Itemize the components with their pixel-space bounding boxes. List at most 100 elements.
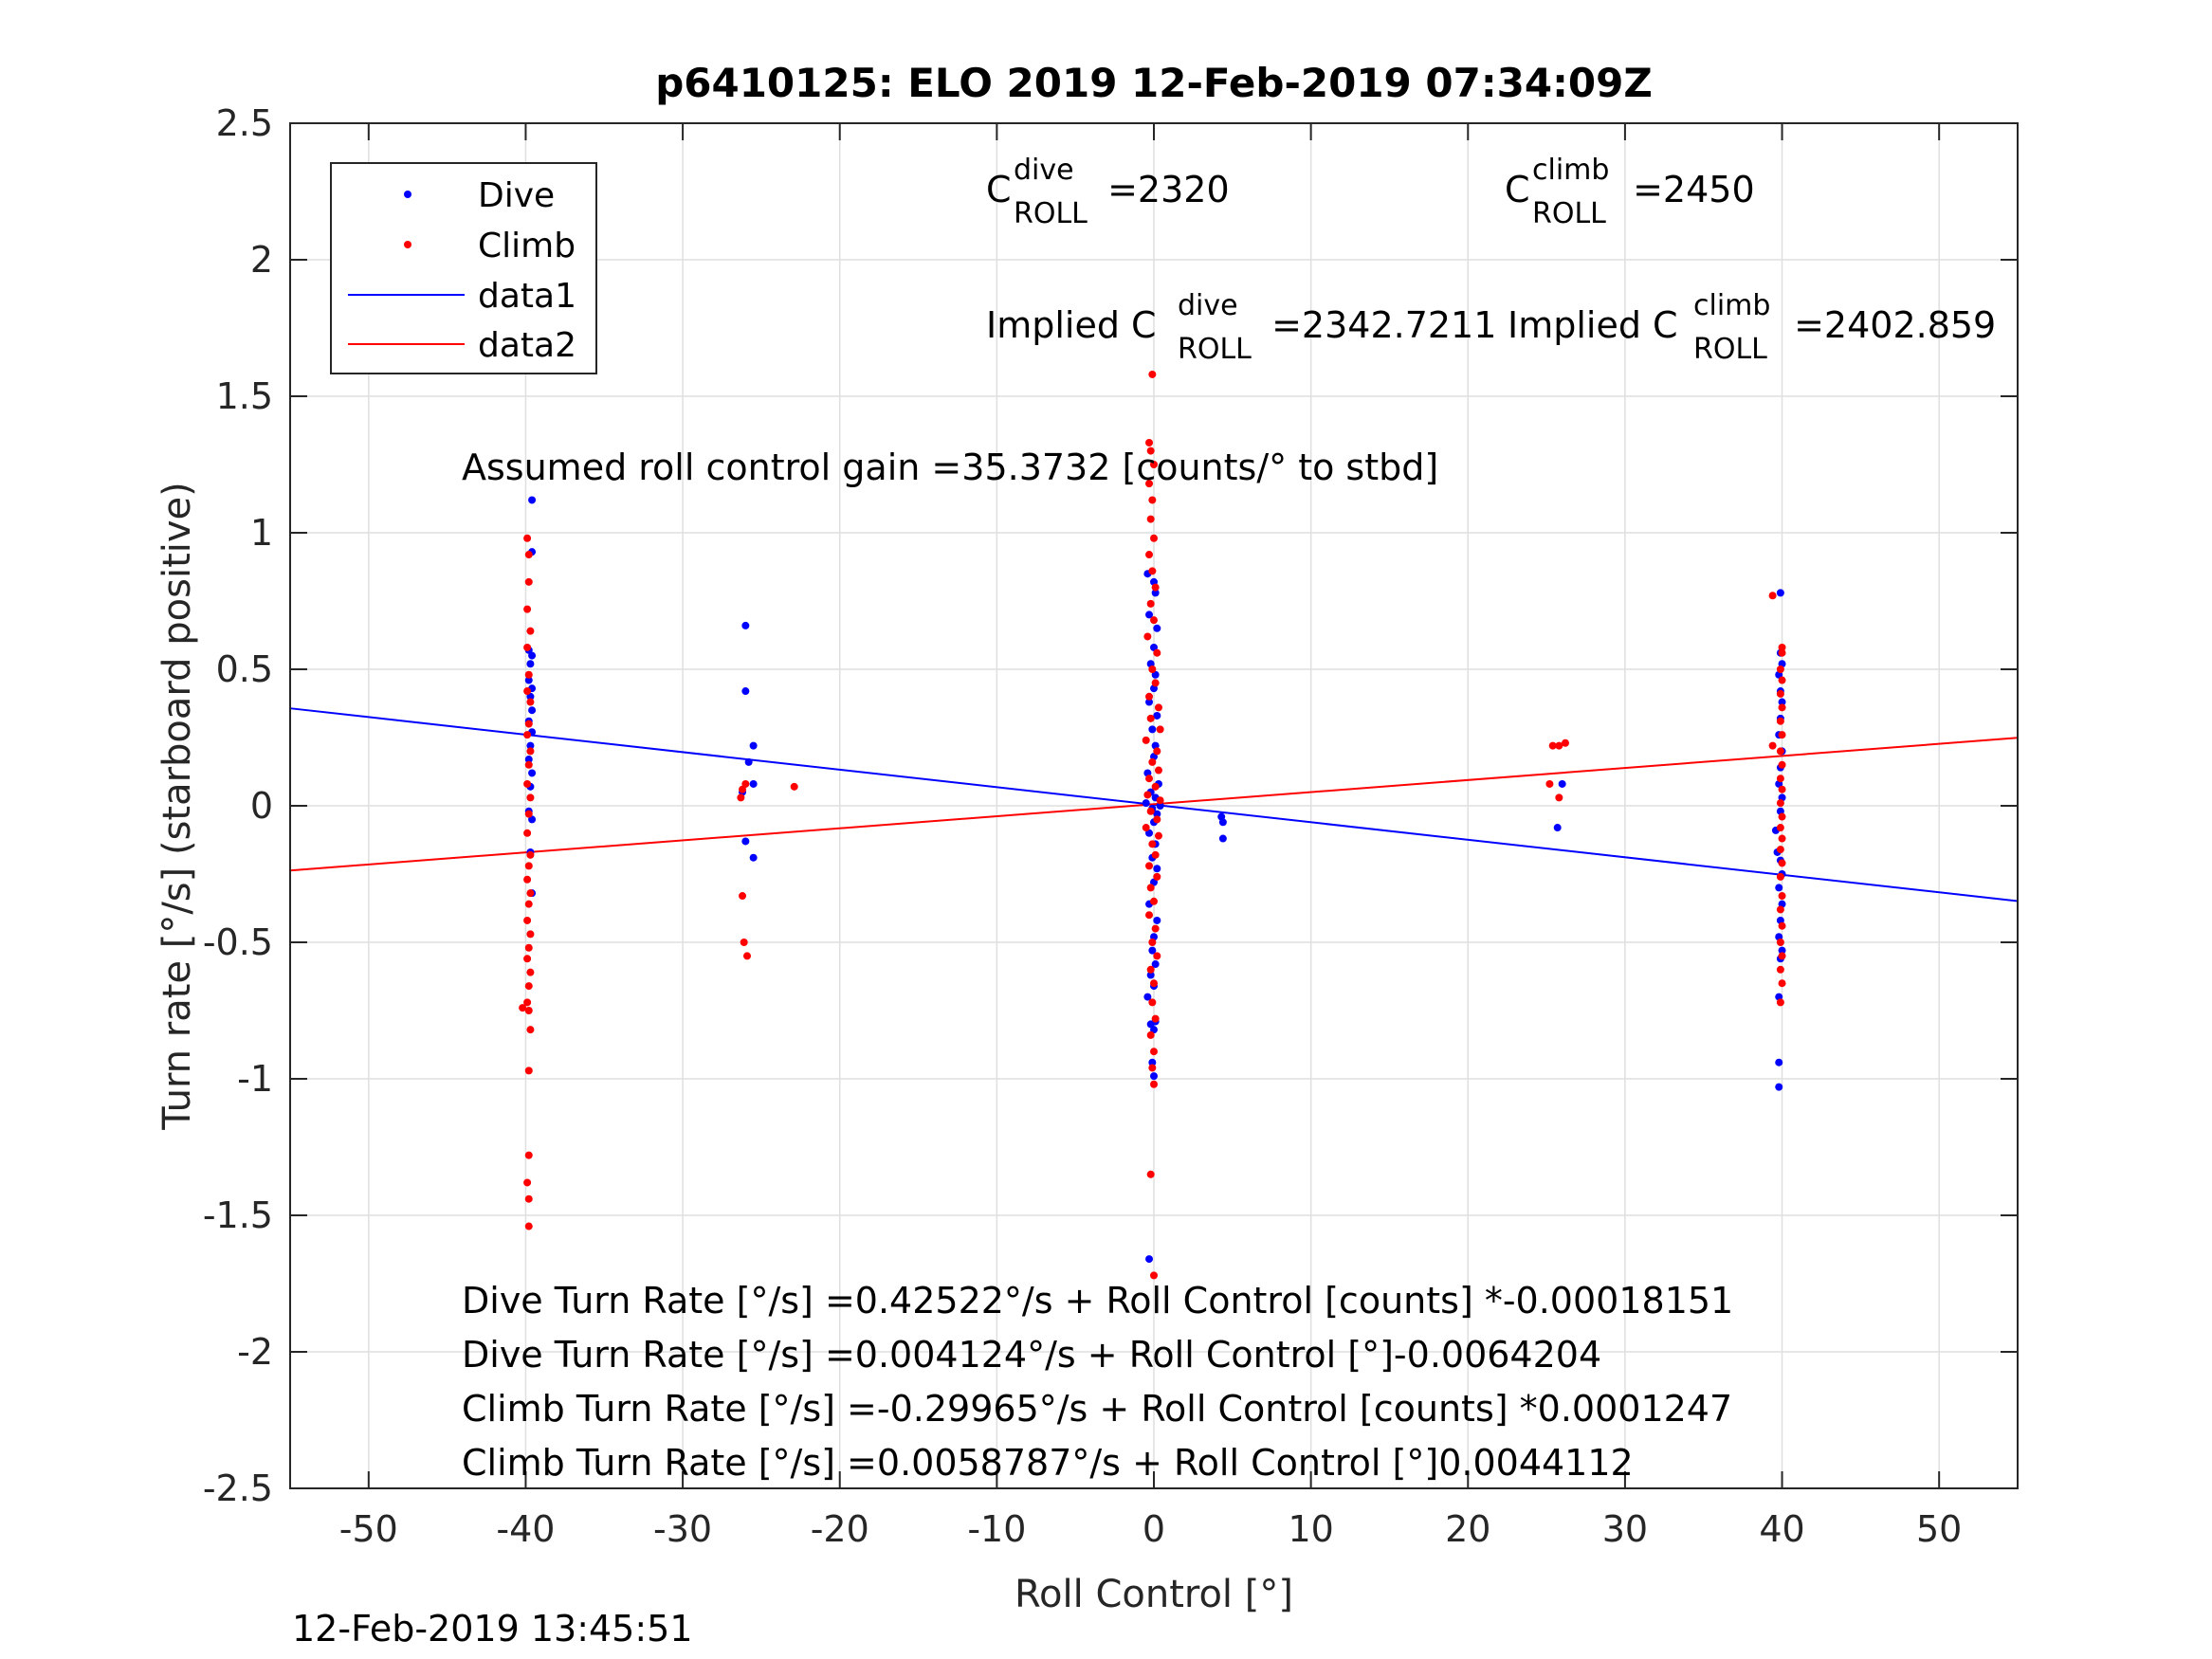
climb-point bbox=[1555, 793, 1563, 802]
dive-point bbox=[1153, 810, 1161, 818]
x-tick-label: 40 bbox=[1759, 1508, 1804, 1550]
c-climb-value: =2450 bbox=[1621, 169, 1755, 210]
dive-point bbox=[1778, 698, 1786, 706]
annotation-implied-climb: Implied C climb ROLL =2402.859 bbox=[1508, 289, 1996, 366]
dive-point bbox=[1145, 611, 1154, 619]
climb-point bbox=[1778, 643, 1786, 651]
roll-gain-annotation: Assumed roll control gain =35.3732 [coun… bbox=[462, 447, 1438, 488]
legend-dive-label: Dive bbox=[478, 176, 555, 215]
x-tick-label: 20 bbox=[1445, 1508, 1490, 1550]
climb-point bbox=[1153, 747, 1161, 756]
dive-point bbox=[1775, 1083, 1783, 1091]
implied-climb-sub: ROLL bbox=[1693, 333, 1767, 366]
x-tick-label: -50 bbox=[339, 1508, 398, 1550]
c-dive-sup: dive bbox=[1014, 154, 1074, 187]
climb-point bbox=[1150, 979, 1158, 988]
climb-point bbox=[1778, 834, 1786, 843]
climb-point bbox=[523, 829, 532, 837]
climb-point bbox=[526, 698, 535, 706]
dive-point bbox=[1148, 946, 1157, 955]
climb-point bbox=[524, 760, 533, 769]
climb-point bbox=[1778, 952, 1786, 960]
climb-point bbox=[737, 793, 745, 802]
dive-point bbox=[524, 676, 533, 684]
climb-point bbox=[524, 1194, 533, 1203]
climb-point bbox=[1776, 717, 1784, 725]
climb-point bbox=[1776, 747, 1784, 756]
y-axis-label: Turn rate [°/s] (starboard positive) bbox=[155, 482, 199, 1131]
c-climb-sup: climb bbox=[1532, 154, 1609, 187]
legend-box bbox=[330, 162, 597, 374]
climb-point bbox=[524, 720, 533, 728]
y-tick-label: -1.5 bbox=[203, 1194, 273, 1236]
climb-point bbox=[523, 605, 532, 613]
climb-point bbox=[1555, 741, 1563, 750]
climb-point bbox=[1148, 567, 1157, 575]
dive-point bbox=[524, 756, 533, 764]
climb-point bbox=[524, 810, 533, 818]
climb-point bbox=[1148, 939, 1157, 946]
climb-point bbox=[524, 943, 533, 952]
climb-point bbox=[526, 627, 535, 635]
climb-point bbox=[526, 889, 535, 898]
climb-point bbox=[1148, 1064, 1157, 1072]
climb-point bbox=[1545, 779, 1554, 788]
climb-point bbox=[1778, 731, 1786, 739]
y-tick-label: 0.5 bbox=[216, 648, 273, 690]
x-tick-label: -30 bbox=[653, 1508, 712, 1550]
dive-point bbox=[1145, 698, 1154, 706]
climb-point bbox=[1776, 665, 1784, 673]
climb-point bbox=[1548, 741, 1557, 750]
climb-point bbox=[1142, 824, 1150, 832]
climb-point bbox=[1148, 496, 1157, 504]
dive-point bbox=[1558, 779, 1566, 788]
c-climb-prefix: C bbox=[1505, 169, 1530, 210]
climb-point bbox=[1143, 791, 1152, 799]
dive-point bbox=[741, 621, 750, 629]
dive-point bbox=[1148, 725, 1157, 734]
climb-point bbox=[526, 793, 535, 802]
climb-point bbox=[1154, 831, 1162, 840]
dive-point bbox=[526, 741, 535, 750]
climb-point bbox=[1153, 815, 1161, 824]
implied-climb-value: =2402.859 bbox=[1782, 304, 1996, 346]
dive-point bbox=[1775, 1058, 1783, 1066]
data-points bbox=[519, 370, 1786, 1280]
climb-point bbox=[1151, 1014, 1160, 1023]
climb-point bbox=[523, 731, 532, 739]
dive-point bbox=[1156, 802, 1164, 810]
dive-point bbox=[1553, 824, 1562, 832]
climb-point bbox=[1778, 859, 1786, 867]
climb-point bbox=[1778, 785, 1786, 793]
c-climb-sub: ROLL bbox=[1532, 197, 1606, 230]
dive-point bbox=[1218, 818, 1227, 827]
climb-point bbox=[1142, 736, 1150, 744]
climb-point bbox=[1146, 884, 1155, 892]
legend-climb-label: Climb bbox=[478, 227, 576, 265]
implied-climb-prefix: Implied C bbox=[1508, 304, 1678, 346]
y-tick-label: 1 bbox=[250, 512, 273, 554]
dive-point bbox=[1776, 589, 1784, 597]
climb-point bbox=[1776, 775, 1784, 783]
climb-point bbox=[1146, 1030, 1155, 1039]
dive-point bbox=[1153, 711, 1161, 720]
equation-climb-degrees: Climb Turn Rate [°/s] =0.0058787°/s + Ro… bbox=[462, 1442, 1634, 1484]
c-dive-prefix: C bbox=[986, 169, 1012, 210]
climb-point bbox=[1778, 676, 1786, 684]
climb-point bbox=[1776, 846, 1784, 854]
climb-point bbox=[1776, 905, 1784, 914]
climb-point bbox=[1150, 1048, 1158, 1056]
equation-dive-counts: Dive Turn Rate [°/s] =0.42522°/s + Roll … bbox=[462, 1280, 1733, 1322]
climb-point bbox=[1151, 850, 1160, 859]
climb-point bbox=[1145, 911, 1154, 920]
implied-climb-sup: climb bbox=[1693, 289, 1770, 322]
climb-point bbox=[1154, 766, 1162, 775]
dive-point bbox=[528, 706, 537, 715]
climb-point bbox=[524, 551, 533, 559]
climb-point bbox=[523, 875, 532, 884]
climb-point bbox=[1151, 782, 1160, 791]
climb-point bbox=[524, 1151, 533, 1159]
climb-point bbox=[1150, 534, 1158, 542]
climb-point bbox=[743, 952, 752, 960]
climb-point bbox=[523, 955, 532, 963]
